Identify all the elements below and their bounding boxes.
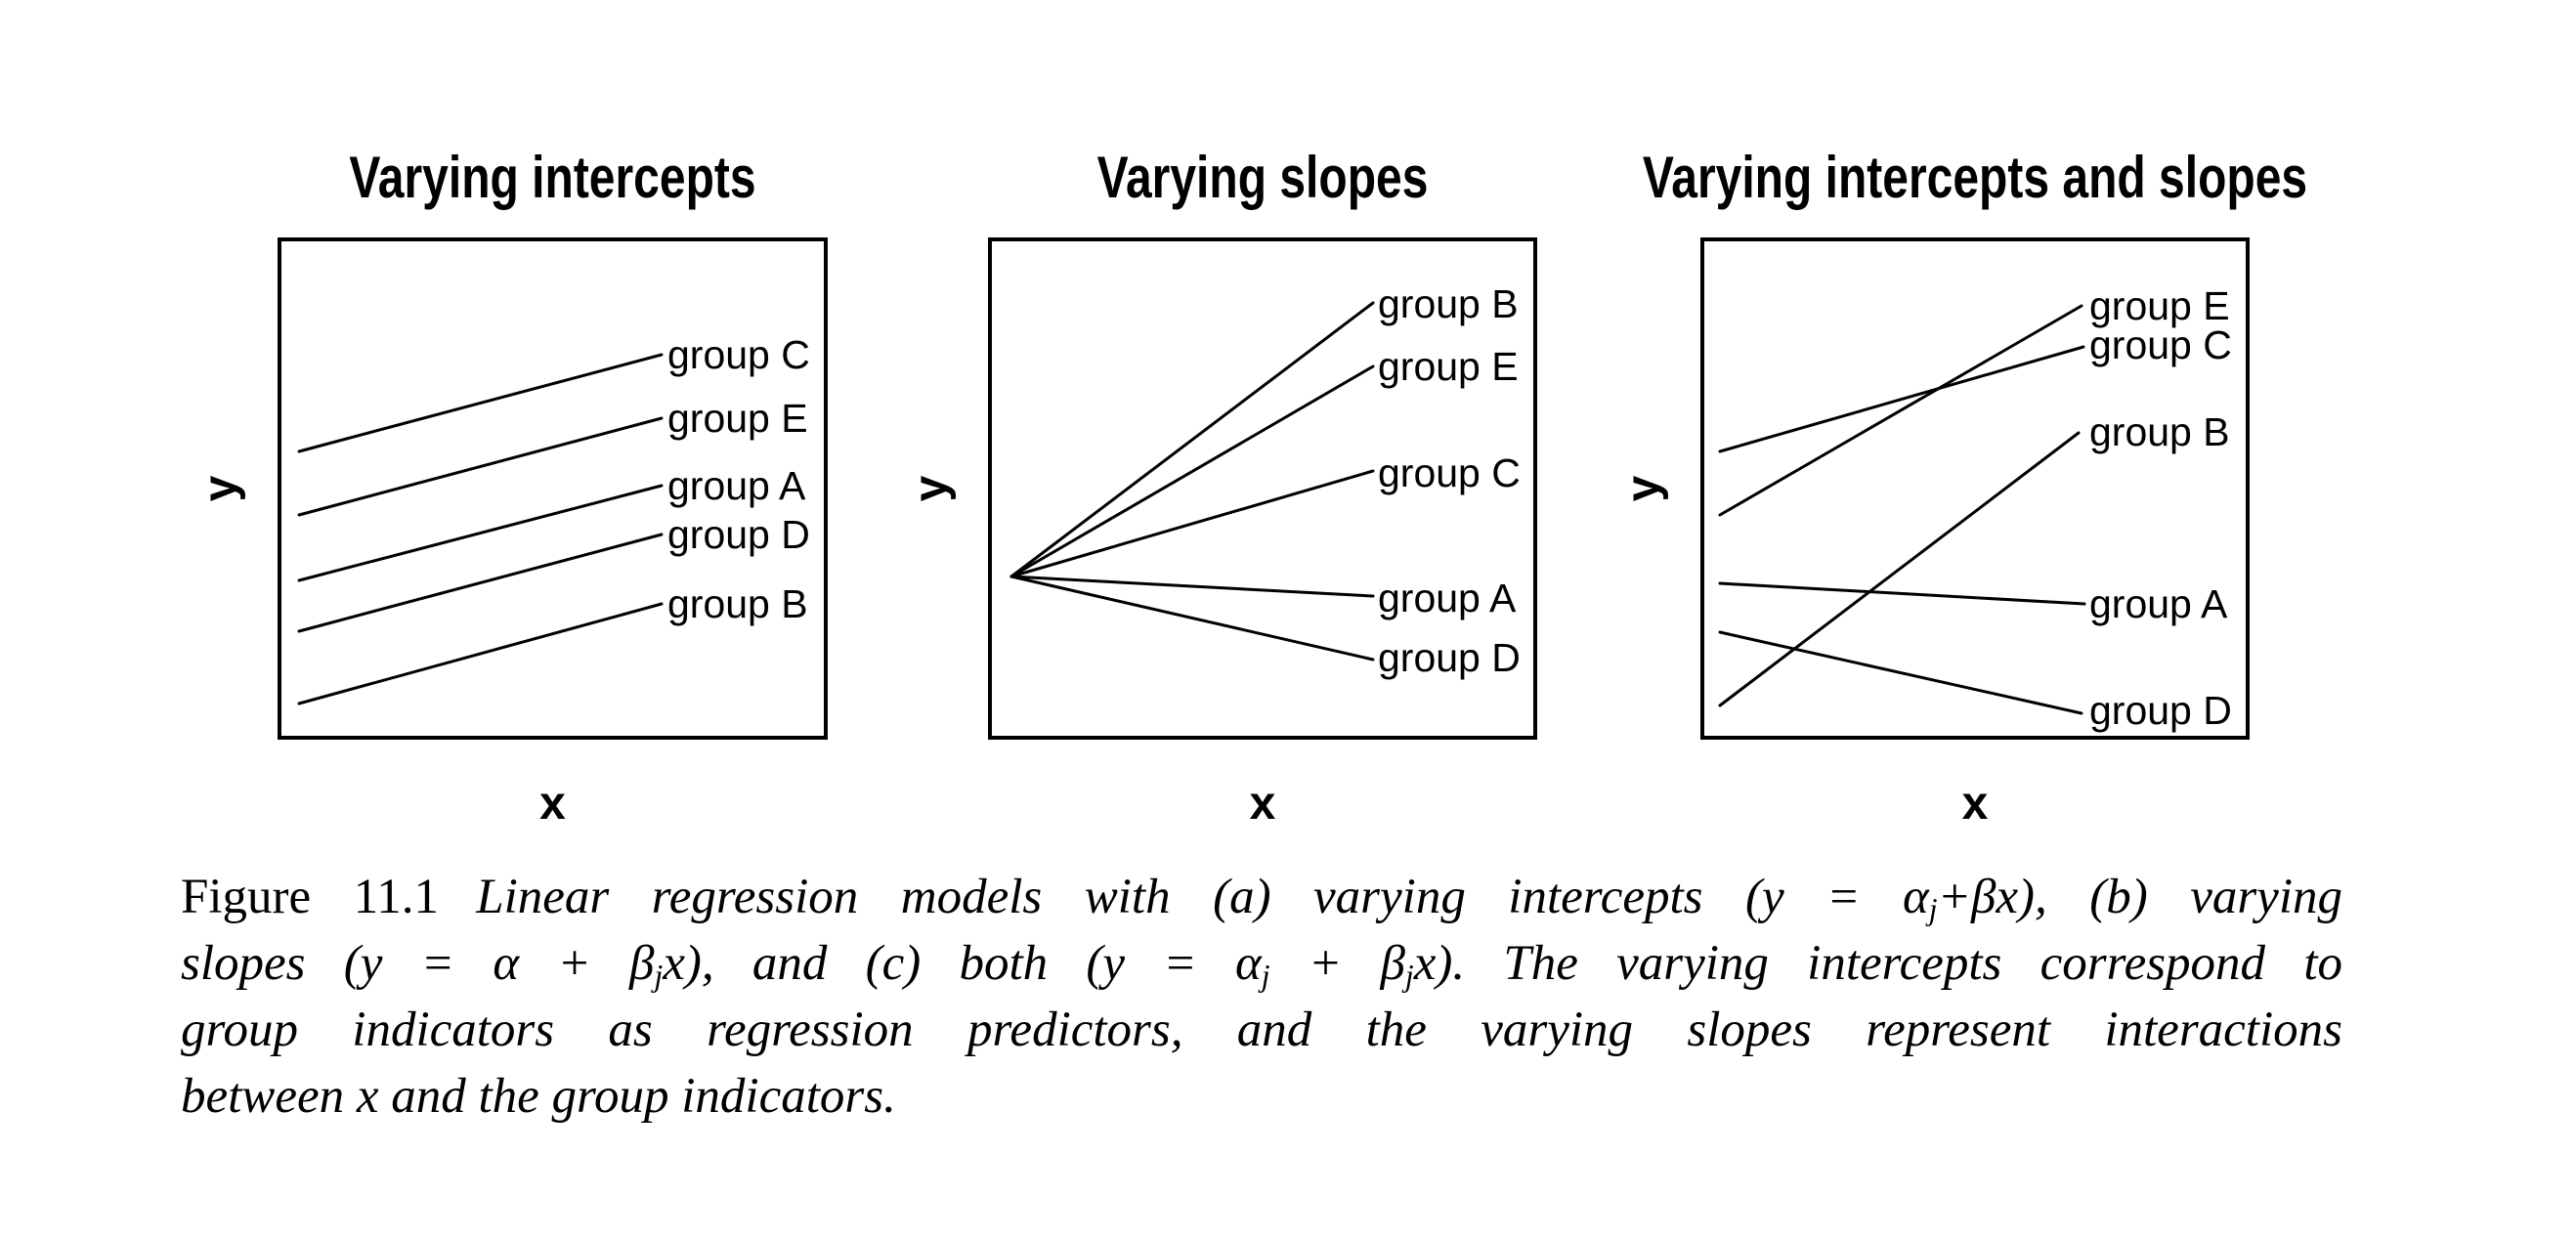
- caption-text: Linear regression models with (a) varyin…: [476, 870, 1929, 924]
- group-label-group-d-panel-3: group D: [2089, 688, 2232, 733]
- group-label-group-c-panel-2: group C: [1378, 450, 1521, 495]
- figure-caption: Figure 11.1 Linear regression models with…: [181, 864, 2342, 1130]
- plot-box-3: [1700, 237, 2250, 740]
- group-label-group-c-panel-3: group C: [2089, 322, 2232, 367]
- regression-line-group-d-panel-3: [1718, 630, 2083, 715]
- x-axis-label-1: x: [539, 778, 566, 830]
- panel-title-1: Varying intercepts: [349, 145, 755, 210]
- caption-text: + β: [1269, 936, 1405, 991]
- plot-box-2: [988, 237, 1537, 740]
- regression-line-group-c-panel-1: [297, 353, 664, 453]
- group-label-group-e-panel-1: group E: [667, 396, 808, 441]
- regression-line-group-c-panel-2: [1009, 469, 1375, 578]
- caption-text: j: [654, 958, 664, 993]
- caption-text: between x and the group indicators.: [181, 1069, 896, 1124]
- group-label-group-d-panel-2: group D: [1378, 635, 1521, 680]
- group-label-group-c-panel-1: group C: [667, 332, 810, 377]
- regression-line-group-d-panel-1: [297, 533, 664, 633]
- caption-text: j: [1404, 958, 1414, 993]
- caption-line-4: between x and the group indicators.: [181, 1063, 2342, 1130]
- regression-line-group-a-panel-3: [1718, 581, 2086, 606]
- figure-number: Figure 11.1: [181, 870, 439, 924]
- group-label-group-b-panel-3: group B: [2089, 409, 2230, 454]
- group-label-group-b-panel-1: group B: [667, 581, 808, 626]
- regression-line-group-e-panel-1: [297, 416, 664, 517]
- group-label-group-e-panel-3: group E: [2089, 283, 2230, 328]
- y-axis-label-1: y: [194, 475, 246, 501]
- regression-line-group-b-panel-3: [1718, 431, 2081, 707]
- x-axis-label-2: x: [1250, 778, 1276, 830]
- regression-line-group-e-panel-3: [1718, 304, 2083, 517]
- caption-text: j: [1928, 891, 1938, 926]
- y-axis-label-3: y: [1617, 475, 1669, 501]
- group-label-group-e-panel-2: group E: [1378, 344, 1519, 389]
- caption-text: x). The varying intercepts correspond to: [1413, 936, 2342, 991]
- group-label-group-a-panel-1: group A: [667, 463, 806, 508]
- y-axis-label-2: y: [905, 475, 957, 501]
- plot-box-1: [278, 237, 828, 740]
- group-label-group-d-panel-1: group D: [667, 512, 810, 557]
- regression-line-group-a-panel-1: [297, 484, 664, 582]
- group-label-group-a-panel-3: group A: [2089, 581, 2228, 626]
- regression-line-group-b-panel-1: [297, 602, 664, 705]
- regression-line-group-b-panel-2: [1009, 301, 1375, 578]
- panel-title-2: Varying slopes: [1097, 145, 1429, 210]
- caption-text: slopes (y = α + β: [181, 936, 655, 991]
- regression-line-group-c-panel-3: [1718, 345, 2085, 453]
- regression-line-group-a-panel-2: [1009, 575, 1375, 598]
- caption-line-1: Figure 11.1 Linear regression models with…: [181, 864, 2342, 930]
- x-axis-label-3: x: [1962, 778, 1989, 830]
- regression-line-group-e-panel-2: [1009, 364, 1375, 578]
- caption-text: group indicators as regression predictor…: [181, 1003, 2342, 1057]
- regression-line-group-d-panel-2: [1009, 575, 1375, 662]
- group-label-group-b-panel-2: group B: [1378, 281, 1519, 326]
- caption-line-2: slopes (y = α + βjx), and (c) both (y = …: [181, 930, 2342, 997]
- caption-line-3: group indicators as regression predictor…: [181, 997, 2342, 1063]
- panel-title-3: Varying intercepts and slopes: [1643, 145, 2307, 210]
- group-label-group-a-panel-2: group A: [1378, 576, 1517, 620]
- caption-text: +βx), (b) varying: [1937, 870, 2342, 924]
- caption-text: x), and (c) both (y = α: [663, 936, 1262, 991]
- caption-text: j: [1261, 958, 1270, 993]
